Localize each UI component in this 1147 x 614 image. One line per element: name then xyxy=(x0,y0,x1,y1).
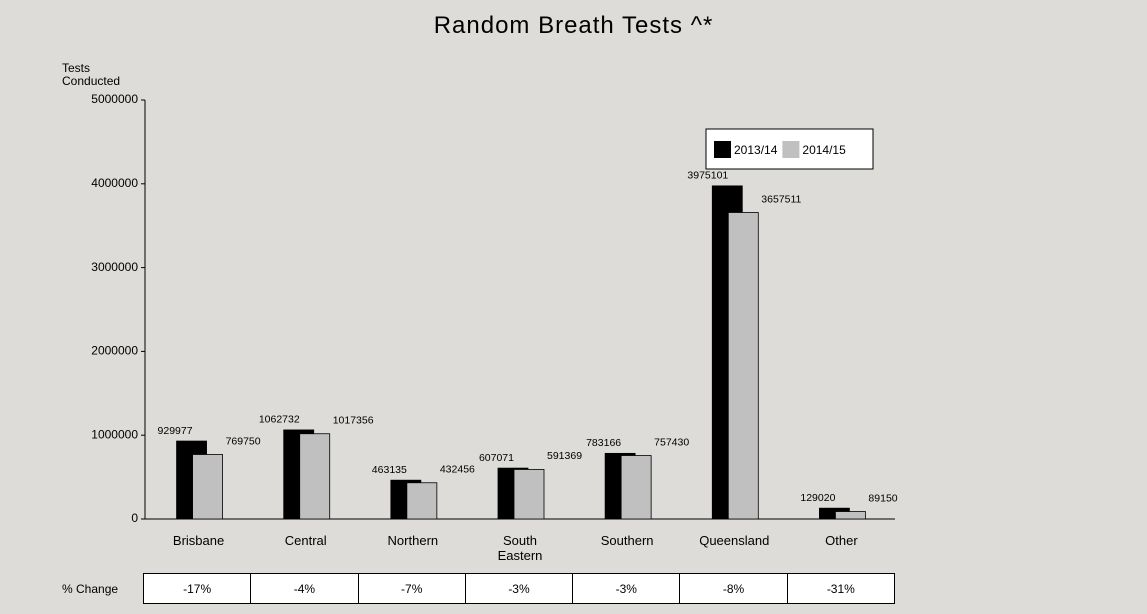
y-axis-label: Tests Conducted xyxy=(62,61,121,88)
table-cell: -3% xyxy=(572,574,679,603)
table-cell: -31% xyxy=(786,574,894,603)
y-tick-label: 3000000 xyxy=(91,260,138,274)
x-tick-label: Queensland xyxy=(699,533,770,548)
y-tick-label: 4000000 xyxy=(91,176,138,190)
value-label: 783166 xyxy=(586,437,621,449)
y-tick-label: 5000000 xyxy=(91,92,138,106)
table-label: % Change xyxy=(62,582,119,596)
change-table: -17% -4% -7% -3% -3% -8% -31% xyxy=(143,573,895,604)
bar xyxy=(620,455,652,520)
value-label: 591369 xyxy=(547,450,582,462)
table-cell: -8% xyxy=(679,574,786,603)
bar xyxy=(406,482,438,520)
value-label: 3657511 xyxy=(761,193,801,205)
value-label: 3975101 xyxy=(687,170,728,182)
y-tick-label: 0 xyxy=(131,511,138,525)
value-label: 769750 xyxy=(226,435,261,447)
bar xyxy=(192,454,223,520)
table-cell: -17% xyxy=(183,581,212,596)
value-label: 607071 xyxy=(479,452,514,464)
value-label: 432456 xyxy=(440,464,475,476)
x-tick-label: Central xyxy=(284,533,327,548)
legend-swatch xyxy=(782,141,800,158)
x-tick-label: Northern xyxy=(387,533,439,548)
y-tick-label: 1000000 xyxy=(91,427,138,441)
x-tick-label: Southern xyxy=(600,533,654,548)
bar xyxy=(299,433,331,520)
legend-label: 2014/15 xyxy=(802,143,846,157)
x-tick-label: Other xyxy=(825,533,858,548)
x-tick-label: Brisbane xyxy=(172,533,225,548)
bar xyxy=(835,511,866,520)
bar xyxy=(513,469,545,520)
value-label: 1062732 xyxy=(259,414,300,426)
x-tick-label: South Eastern xyxy=(497,533,543,563)
value-label: 129020 xyxy=(800,492,835,504)
value-label: 929977 xyxy=(158,425,193,437)
table-cell: -4% xyxy=(250,574,357,603)
bar xyxy=(727,212,759,520)
legend-swatch xyxy=(714,141,731,158)
value-label: 757430 xyxy=(654,436,689,448)
value-label: 89150 xyxy=(868,492,897,504)
value-label: 1017356 xyxy=(333,415,374,427)
legend-label: 2013/14 xyxy=(734,143,778,157)
table-cell: -3% xyxy=(464,574,572,603)
table-cell: -7% xyxy=(357,574,465,603)
value-label: 463135 xyxy=(372,464,407,476)
chart-title: Random Breath Tests ^* xyxy=(433,12,714,39)
y-tick-label: 2000000 xyxy=(91,344,138,358)
